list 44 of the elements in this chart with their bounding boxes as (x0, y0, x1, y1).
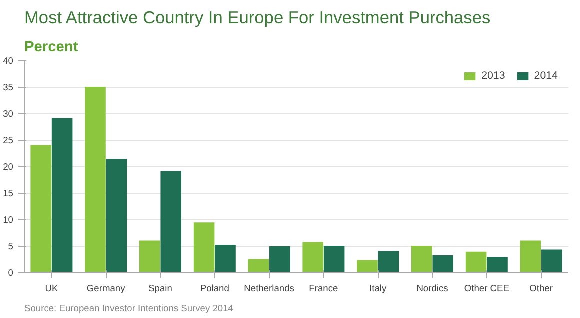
y-tick-label: 5 (8, 242, 14, 252)
bar (411, 246, 432, 272)
y-tick-label: 20 (3, 162, 14, 172)
chart-title: Most Attractive Country In Europe For Investment Purchases (24, 8, 491, 28)
y-tick-label: 35 (3, 82, 14, 92)
bar (542, 250, 562, 272)
bar (85, 87, 106, 272)
bar (248, 259, 270, 272)
legend-label: 2014 (534, 70, 558, 82)
x-tick-label: Poland (200, 284, 230, 294)
x-tick-label: Other (530, 284, 553, 294)
y-tick-label: 30 (3, 109, 14, 119)
x-tick-label: UK (45, 284, 59, 294)
bar (466, 252, 487, 272)
y-tick-label: 25 (3, 136, 14, 146)
bar (160, 171, 182, 272)
y-tick-label: 10 (3, 215, 14, 225)
bar (106, 159, 128, 272)
x-tick-label: Germany (86, 284, 126, 294)
x-tick-label: Italy (370, 284, 387, 294)
bar (378, 251, 400, 272)
source-note: Source: European Investor Intentions Survey 2014 (24, 304, 234, 314)
x-tick-label: Netherlands (244, 284, 295, 294)
bar (215, 244, 236, 272)
bar (324, 246, 345, 272)
bar (270, 246, 290, 272)
bar (302, 242, 324, 272)
y-tick-label: 0 (8, 268, 14, 278)
bar (30, 145, 52, 272)
x-tick-label: Nordics (416, 284, 449, 294)
x-tick-label: Other CEE (464, 284, 510, 294)
y-tick-label: 15 (3, 188, 14, 198)
legend-label: 2013 (482, 70, 506, 82)
y-axis-title: Percent (24, 40, 78, 56)
bar (52, 118, 73, 272)
bar (194, 222, 215, 272)
y-tick-label: 40 (3, 56, 14, 66)
bar (357, 260, 378, 272)
bar (139, 240, 160, 272)
bar (432, 256, 454, 272)
x-tick-label: Spain (148, 284, 172, 294)
x-tick-label: France (309, 284, 338, 294)
bar (487, 257, 508, 272)
bar (520, 240, 542, 272)
